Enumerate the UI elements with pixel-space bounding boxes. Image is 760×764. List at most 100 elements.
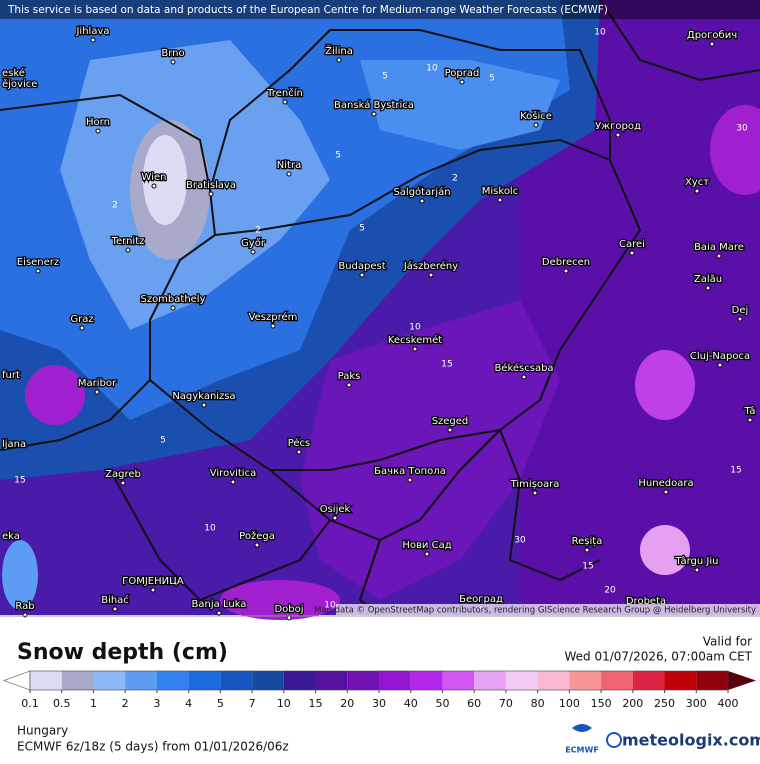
contour-label: 10 xyxy=(324,601,336,611)
city-label: Košice xyxy=(520,110,552,122)
city-dot xyxy=(371,111,377,117)
city-dot xyxy=(170,305,176,311)
city-label: furt xyxy=(2,370,20,381)
ecmwf-icon xyxy=(572,724,592,732)
attribution-bar xyxy=(336,604,760,616)
city-dot xyxy=(282,99,288,105)
city-dot xyxy=(208,191,214,197)
contour-label: 5 xyxy=(489,74,495,84)
city-label: Veszprém xyxy=(249,311,298,323)
map xyxy=(0,0,760,620)
city-label: Ужгород xyxy=(595,121,641,132)
city-label: Rab xyxy=(15,601,34,612)
city-dot xyxy=(563,268,569,274)
city-dot xyxy=(737,316,743,322)
colorbar-box xyxy=(537,671,570,690)
city-dot xyxy=(254,542,260,548)
city-label: Wien xyxy=(142,172,167,183)
city-label: Baia Mare xyxy=(694,242,744,253)
contour-label: 30 xyxy=(514,536,526,546)
city-dot xyxy=(336,57,342,63)
city-label: Београд xyxy=(459,594,503,605)
city-label: Debrecen xyxy=(542,257,590,268)
ecmwf-logo: ECMWF xyxy=(565,746,599,755)
city-dot xyxy=(663,489,669,495)
colorbar-tick-label: 10 xyxy=(277,697,291,710)
colorbar-over xyxy=(728,671,756,690)
colorbar-box xyxy=(220,671,253,690)
city-dot xyxy=(459,79,465,85)
colorbar-box xyxy=(379,671,411,690)
brand: meteologix.com xyxy=(622,731,760,750)
city-dot xyxy=(497,197,503,203)
city-dot xyxy=(694,567,700,573)
city-dot xyxy=(407,477,413,483)
colorbar-box xyxy=(569,671,602,690)
contour-label: 5 xyxy=(160,436,166,446)
city-label: Târgu Jiu xyxy=(675,555,719,567)
valid-label: Valid for xyxy=(703,635,752,649)
city-label: Salgótarján xyxy=(393,186,450,198)
city-dot xyxy=(35,268,41,274)
city-dot xyxy=(94,389,100,395)
city-dot xyxy=(747,417,753,423)
brand-icon xyxy=(606,732,622,748)
city-dot xyxy=(201,402,207,408)
colorbar-tick-label: 70 xyxy=(499,697,513,710)
city-label: Bihać xyxy=(101,594,129,606)
colorbar-tick-label: 250 xyxy=(654,697,675,710)
city-label: ljana xyxy=(2,439,26,450)
city-label: Нови Сад xyxy=(402,540,451,551)
city-label: Reșița xyxy=(572,536,603,547)
colorbar-box xyxy=(188,671,221,690)
colorbar-tick-label: 300 xyxy=(686,697,707,710)
city-label: ГОМЈЕНИЦА xyxy=(122,576,184,587)
colorbar-tick-label: 20 xyxy=(340,697,354,710)
city-dot xyxy=(90,37,96,43)
model: ECMWF 6z/18z (5 days) from 01/01/2026/06… xyxy=(17,740,289,754)
colorbar-tick-label: 150 xyxy=(591,697,612,710)
city-label: Carei xyxy=(619,239,645,250)
city-label: Jihlava xyxy=(75,26,109,37)
colorbar-tick-label: 3 xyxy=(153,697,160,710)
city-dot xyxy=(125,247,131,253)
city-dot xyxy=(151,183,157,189)
contour-label: 5 xyxy=(359,224,365,234)
contour-label: 2 xyxy=(452,174,458,184)
city-dot xyxy=(170,59,176,65)
colorbar-box xyxy=(61,671,94,690)
city-label: Bratislava xyxy=(186,180,236,191)
city-dot xyxy=(346,382,352,388)
legend-title: Snow depth (cm) xyxy=(17,640,228,665)
city-dot xyxy=(709,41,715,47)
city-label: Дрогобич xyxy=(687,30,737,41)
city-dot xyxy=(120,480,126,486)
city-label: Trenčín xyxy=(266,87,303,99)
city-dot xyxy=(250,249,256,255)
city-dot xyxy=(95,128,101,134)
city-dot xyxy=(286,615,292,621)
colorbar-tick-label: 50 xyxy=(435,697,449,710)
city-dot xyxy=(615,132,621,138)
city-label: Miskolc xyxy=(482,186,518,197)
city-dot xyxy=(533,122,539,128)
contour-label: 15 xyxy=(441,360,452,370)
colorbar-tick-label: 100 xyxy=(559,697,580,710)
city-label: Poprad xyxy=(445,68,480,79)
city-label: Banská Bystrica xyxy=(334,99,414,111)
valid-time: Wed 01/07/2026, 07:00am CET xyxy=(565,650,753,664)
city-dot xyxy=(270,323,276,329)
city-label: Doboj xyxy=(274,604,303,615)
city-label: Budapest xyxy=(338,261,385,272)
city-label: Хуст xyxy=(685,177,709,188)
city-dot xyxy=(296,449,302,455)
city-label: Győr xyxy=(241,237,266,249)
city-dot xyxy=(532,490,538,496)
city-dot xyxy=(521,374,527,380)
city-label: Eisenerz xyxy=(17,257,59,268)
colorbar-box xyxy=(252,671,284,690)
city-label: ějovice xyxy=(2,78,37,90)
city-label: eské xyxy=(2,67,25,79)
city-label: Ternitz xyxy=(111,236,145,247)
city-dot xyxy=(79,325,85,331)
